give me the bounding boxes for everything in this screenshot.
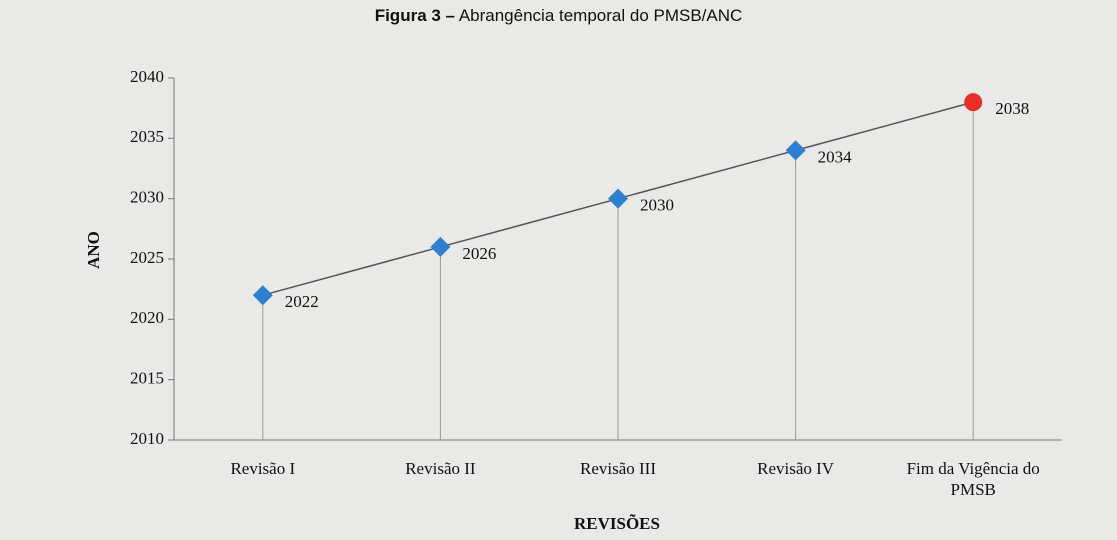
data-label: 2026 [462, 244, 496, 263]
y-tick-label: 2015 [130, 369, 164, 388]
chart-title: Abrangência temporal do PMSB/ANC [458, 6, 743, 25]
point [785, 140, 806, 161]
data-label: 2022 [285, 292, 319, 311]
y-tick-label: 2020 [130, 308, 164, 327]
y-tick-label: 2025 [130, 248, 164, 267]
point [964, 93, 983, 112]
y-tick-label: 2035 [130, 127, 164, 146]
data-label: 2034 [818, 147, 853, 166]
point [252, 285, 273, 306]
x-axis-title: REVISÕES [574, 513, 660, 533]
y-tick-label: 2040 [130, 67, 164, 86]
data-label: 2038 [995, 99, 1029, 118]
figure-label: Figura 3 – [374, 6, 456, 25]
y-tick-label: 2030 [130, 188, 164, 207]
x-tick-label: Revisão III [579, 459, 656, 478]
x-tick-label: Revisão IV [757, 459, 835, 478]
data-label: 2030 [640, 196, 674, 215]
y-axis-title: ANO [84, 231, 103, 269]
point [430, 236, 451, 257]
point [608, 188, 628, 209]
x-tick-label: Revisão I [230, 459, 296, 478]
chart-title-block: Figura 3 – Abrangência temporal do PMSB/… [0, 6, 1117, 26]
y-tick-label: 2010 [130, 429, 164, 448]
x-tick-label: Revisão II [405, 459, 476, 478]
x-tick-label: Fim da Vigência do PMSB [906, 459, 1040, 499]
